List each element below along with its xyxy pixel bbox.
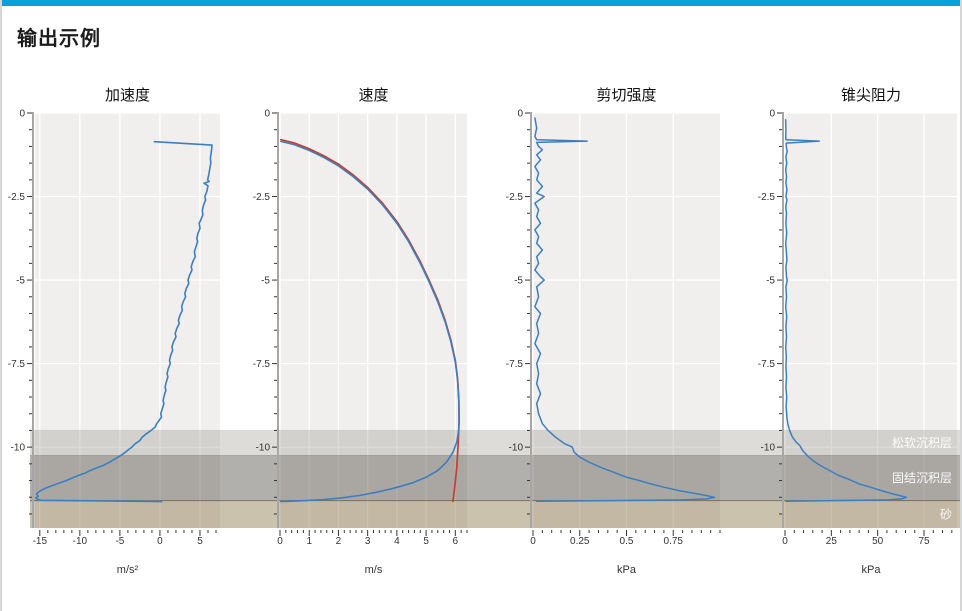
y-tick-label: 0 (264, 109, 270, 120)
x-tick-label: 0 (157, 536, 163, 547)
y-tick-label: -7.5 (8, 359, 26, 370)
y-tick-label: -5 (261, 276, 270, 287)
velocity-title: 速度 (358, 87, 388, 104)
velocity-measured-line[interactable] (280, 140, 460, 503)
acceleration-plot-area[interactable] (35, 113, 220, 528)
top-accent-bar (2, 0, 960, 6)
x-tick-label: 0.75 (664, 536, 684, 547)
plot-backgrounds (35, 112, 957, 528)
x-tick-label: 0 (782, 536, 788, 547)
y-tick-label: -2.5 (253, 192, 271, 203)
x-tick-label: 0 (530, 536, 536, 547)
x-tick-label: 25 (826, 536, 838, 547)
acceleration-title: 加速度 (105, 87, 150, 104)
x-tick-label: -5 (115, 536, 124, 547)
y-tick-label: -7.5 (506, 359, 524, 370)
data-series (35, 117, 908, 503)
y-tick-label: -5 (16, 276, 25, 287)
velocity-x-axis-caption: m/s (365, 564, 383, 576)
x-tick-label: 75 (918, 536, 930, 547)
stratum-band-2 (30, 500, 960, 528)
y-tick-label: -10 (256, 443, 271, 454)
acceleration-x-axis-caption: m/s² (117, 564, 139, 576)
x-tick-label: -15 (33, 536, 48, 547)
y-tick-label: -7.5 (253, 359, 271, 370)
y-tick-label: -5 (766, 276, 775, 287)
x-tick-label: 0.5 (620, 536, 634, 547)
y-tick-label: -2.5 (8, 192, 26, 203)
cone-resistance-plot-area[interactable] (785, 113, 957, 528)
x-tick-label: 1 (306, 536, 312, 547)
stratum-band-0 (30, 430, 960, 456)
y-tick-label: 0 (19, 109, 25, 120)
y-tick-label: 0 (517, 109, 523, 120)
shear-strength-x-axis-caption: kPa (617, 564, 637, 576)
cone-resistance-profile-line[interactable] (784, 118, 908, 503)
x-tick-label: 5 (197, 536, 203, 547)
y-tick-label: -7.5 (758, 359, 776, 370)
x-tick-label: 0.25 (570, 536, 590, 547)
acceleration-profile-line[interactable] (35, 140, 213, 503)
x-tick-label: 4 (394, 536, 400, 547)
x-tick-label: 0 (277, 536, 283, 547)
y-tick-label: -5 (514, 276, 523, 287)
stratum-label: 固结沉积层 (892, 471, 952, 485)
stratum-band-1 (30, 455, 960, 501)
y-tick-label: -2.5 (506, 192, 524, 203)
y-tick-label: -10 (509, 443, 524, 454)
shear-strength-profile-line[interactable] (534, 117, 716, 503)
x-tick-label: 5 (423, 536, 429, 547)
y-tick-label: -10 (761, 443, 776, 454)
y-tick-label: 0 (769, 109, 775, 120)
velocity-plot-area[interactable] (280, 113, 467, 528)
shear-strength-title: 剪切强度 (596, 87, 656, 104)
y-tick-label: -2.5 (758, 192, 776, 203)
stratum-label: 松软沉积层 (892, 436, 952, 450)
x-tick-label: -10 (73, 536, 88, 547)
strata-bands (30, 429, 960, 528)
cone-resistance-title: 锥尖阻力 (841, 87, 901, 104)
y-tick-label: -10 (11, 443, 26, 454)
x-tick-label: 6 (453, 536, 459, 547)
axes: -10 -7.5 -5 -2.5 0 -15 -10 -5 0 5 加速度 m/s² -10 -7.5 -5… (8, 87, 953, 576)
x-tick-label: 50 (872, 536, 884, 547)
cone-resistance-x-axis-caption: kPa (862, 564, 882, 576)
page-title: 输出示例 (17, 28, 101, 50)
stratum-label: 砂 (940, 507, 952, 521)
x-tick-label: 3 (365, 536, 371, 547)
x-tick-label: 2 (336, 536, 342, 547)
